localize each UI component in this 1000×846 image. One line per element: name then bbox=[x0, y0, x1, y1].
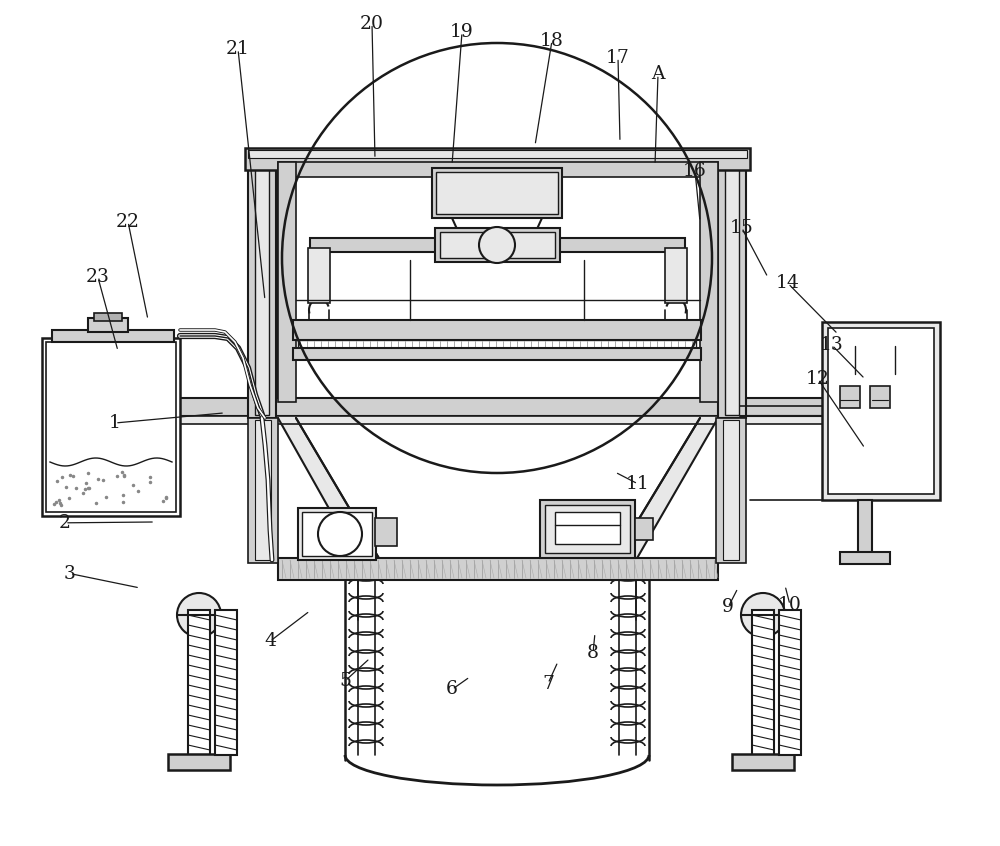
Bar bbox=[432, 168, 562, 218]
Text: 21: 21 bbox=[226, 40, 250, 58]
Bar bbox=[665, 248, 687, 303]
Text: 6: 6 bbox=[446, 680, 458, 699]
Text: 12: 12 bbox=[806, 370, 830, 388]
Bar bbox=[278, 162, 296, 402]
Bar bbox=[716, 418, 746, 563]
Circle shape bbox=[741, 593, 785, 637]
Bar bbox=[840, 552, 890, 564]
Text: 3: 3 bbox=[64, 564, 76, 583]
Bar bbox=[88, 318, 128, 332]
Bar bbox=[255, 160, 269, 415]
Bar bbox=[779, 610, 801, 755]
Text: 17: 17 bbox=[606, 48, 630, 67]
Circle shape bbox=[841, 346, 869, 374]
Bar bbox=[278, 162, 718, 402]
Bar bbox=[115, 416, 880, 424]
Bar bbox=[248, 418, 278, 563]
Circle shape bbox=[177, 593, 221, 637]
Bar bbox=[46, 342, 176, 512]
Text: 2: 2 bbox=[59, 514, 71, 532]
Bar bbox=[828, 328, 934, 494]
Text: 19: 19 bbox=[450, 23, 474, 41]
Bar bbox=[293, 348, 701, 360]
Circle shape bbox=[318, 512, 362, 556]
Bar bbox=[94, 313, 122, 321]
Bar bbox=[298, 508, 376, 560]
Bar bbox=[822, 322, 940, 500]
Bar bbox=[436, 172, 558, 214]
Text: A: A bbox=[651, 65, 665, 84]
Text: 20: 20 bbox=[360, 14, 384, 33]
Bar bbox=[293, 320, 701, 340]
Polygon shape bbox=[614, 418, 718, 560]
Bar bbox=[435, 228, 560, 262]
Bar bbox=[700, 162, 718, 402]
Bar bbox=[302, 512, 372, 556]
Bar bbox=[723, 420, 739, 560]
Text: 22: 22 bbox=[116, 212, 140, 231]
Bar bbox=[840, 386, 860, 408]
Text: 5: 5 bbox=[339, 672, 351, 690]
Text: 9: 9 bbox=[722, 598, 734, 617]
Bar bbox=[255, 420, 271, 560]
Bar bbox=[188, 610, 210, 755]
Polygon shape bbox=[296, 418, 700, 560]
Bar bbox=[375, 518, 397, 546]
Bar bbox=[440, 232, 555, 258]
Circle shape bbox=[479, 227, 515, 263]
Bar bbox=[555, 512, 620, 544]
Text: 23: 23 bbox=[86, 268, 110, 287]
Text: 18: 18 bbox=[540, 31, 564, 50]
Text: 4: 4 bbox=[264, 632, 276, 651]
Text: 11: 11 bbox=[626, 475, 650, 493]
Bar bbox=[298, 340, 696, 350]
Text: 14: 14 bbox=[776, 274, 800, 293]
Polygon shape bbox=[278, 418, 380, 560]
Text: 8: 8 bbox=[587, 644, 599, 662]
Bar bbox=[248, 155, 276, 418]
Bar bbox=[310, 238, 685, 252]
Bar bbox=[215, 610, 237, 755]
Bar bbox=[635, 518, 653, 540]
Bar bbox=[540, 500, 635, 558]
Bar bbox=[545, 505, 630, 553]
Bar bbox=[718, 155, 746, 418]
Bar bbox=[308, 248, 330, 303]
Bar bbox=[725, 160, 739, 415]
Circle shape bbox=[881, 346, 909, 374]
Bar bbox=[752, 610, 774, 755]
Text: 10: 10 bbox=[778, 596, 802, 614]
Text: 13: 13 bbox=[820, 336, 844, 354]
Bar bbox=[278, 162, 718, 177]
Bar bbox=[115, 398, 880, 416]
Text: 7: 7 bbox=[542, 674, 554, 693]
Bar bbox=[278, 558, 718, 580]
Text: 16: 16 bbox=[683, 162, 707, 180]
Bar bbox=[858, 500, 872, 555]
Bar bbox=[42, 338, 180, 516]
Bar bbox=[248, 150, 747, 158]
Bar bbox=[52, 330, 174, 342]
Text: 15: 15 bbox=[730, 219, 754, 238]
Bar bbox=[732, 754, 794, 770]
Bar bbox=[168, 754, 230, 770]
Bar bbox=[870, 386, 890, 408]
Text: 1: 1 bbox=[109, 414, 121, 432]
Bar bbox=[245, 148, 750, 170]
